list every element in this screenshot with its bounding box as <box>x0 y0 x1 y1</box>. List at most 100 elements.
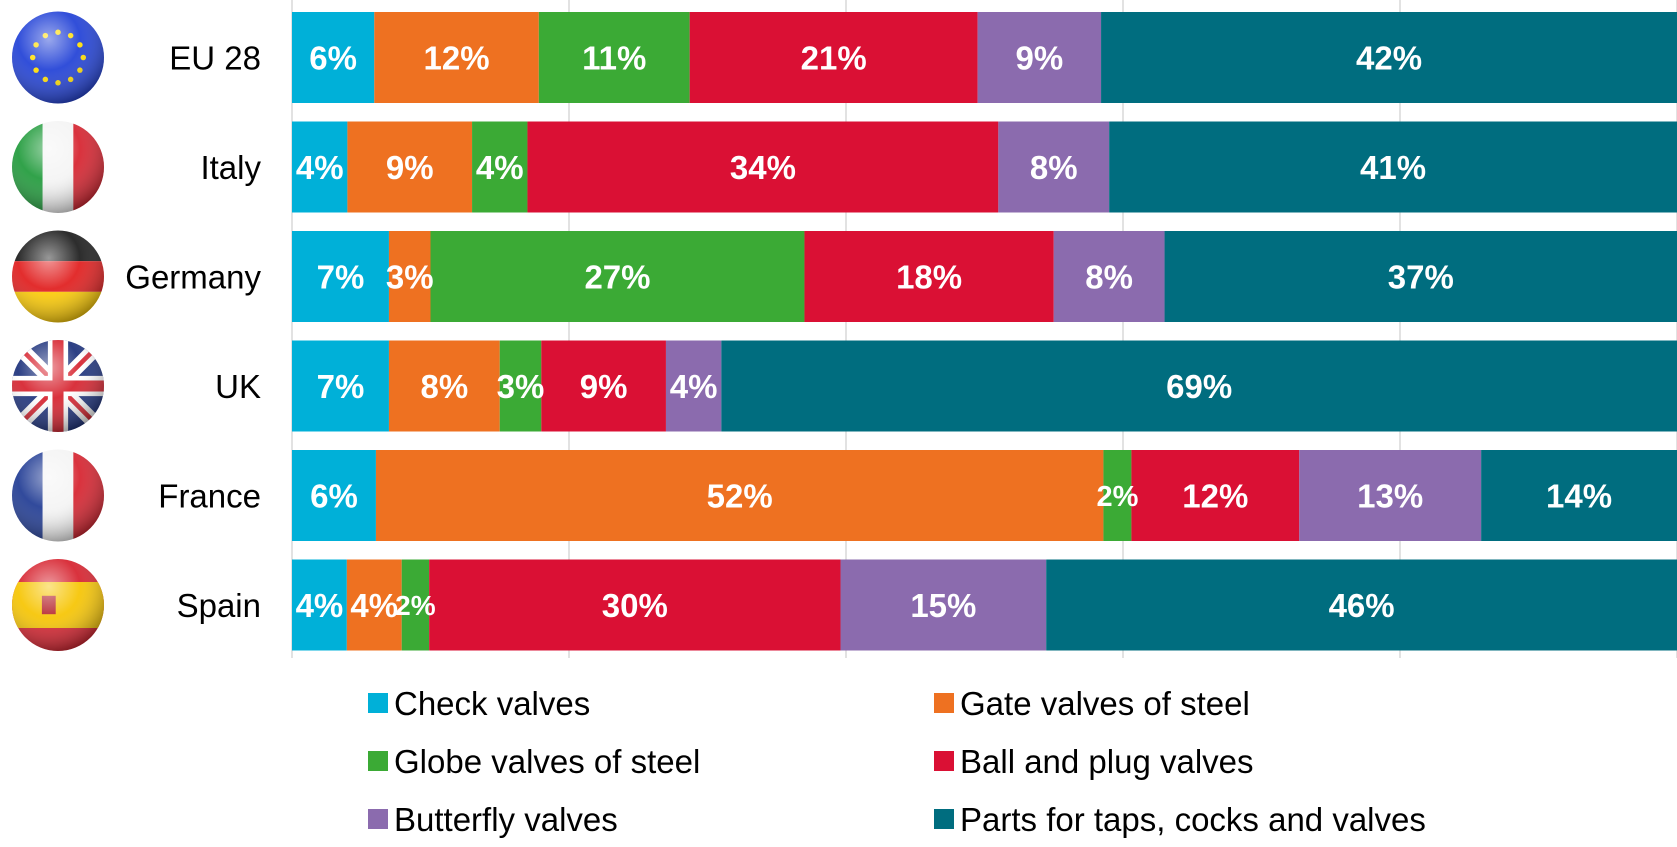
bar-segment <box>1164 231 1677 322</box>
data-label: 12% <box>1182 477 1248 514</box>
data-label: 18% <box>896 258 962 295</box>
bar-segment <box>538 12 690 103</box>
data-label: 4% <box>296 587 344 624</box>
bar-segment <box>429 559 841 651</box>
legend-item: Parts for taps, cocks and valves <box>934 801 1426 838</box>
bar-segment <box>840 559 1047 651</box>
bar-segment <box>998 121 1110 213</box>
data-label: 37% <box>1388 258 1454 295</box>
legend-item: Gate valves of steel <box>934 685 1250 722</box>
data-label: 42% <box>1356 39 1422 76</box>
france-flag-icon <box>12 449 104 542</box>
data-label: 52% <box>707 477 773 514</box>
bar-segment <box>1481 450 1677 541</box>
italy-flag-icon <box>12 121 104 213</box>
bar-segment <box>1101 12 1677 103</box>
data-label: 8% <box>1085 258 1133 295</box>
data-label: 4% <box>296 149 344 186</box>
legend-label: Butterfly valves <box>394 801 618 838</box>
legend-item: Check valves <box>368 685 590 722</box>
bar-segment <box>388 231 431 322</box>
legend-swatch <box>368 809 388 829</box>
data-label: 2% <box>395 590 436 621</box>
data-label: 2% <box>1096 481 1138 513</box>
legend-swatch <box>934 693 954 713</box>
segment-labels: 6% 12% 11% 21% 9% 42% 4% 9% 4% 34% 8% 41% 7% 3% 27% 18%… <box>296 39 1613 624</box>
bar-segment <box>292 559 347 651</box>
bar-segment <box>401 559 430 651</box>
data-label: 8% <box>420 368 468 405</box>
spain-flag-icon <box>12 559 104 651</box>
bar-segment <box>804 231 1054 322</box>
flag-icons <box>12 11 104 651</box>
bar-segment <box>292 450 376 541</box>
legend-swatch <box>934 809 954 829</box>
legend-item: Butterfly valves <box>368 801 618 838</box>
data-label: 6% <box>310 477 358 514</box>
data-label: 13% <box>1357 477 1423 514</box>
bar-segment <box>1109 121 1677 213</box>
legend-item: Ball and plug valves <box>934 743 1254 780</box>
bar-segment <box>541 340 666 432</box>
eu-flag-icon <box>12 11 104 104</box>
bar-segment <box>1299 450 1482 541</box>
uk-flag-icon <box>12 340 104 432</box>
bar-segment <box>472 121 528 213</box>
bars <box>292 12 1677 651</box>
data-label: 9% <box>1015 39 1063 76</box>
data-label: 7% <box>317 258 365 295</box>
data-label: 30% <box>602 587 668 624</box>
data-label: 21% <box>801 39 867 76</box>
bar-segment <box>375 450 1104 541</box>
bar-segment <box>1053 231 1165 322</box>
data-label: 3% <box>386 258 434 295</box>
data-label: 4% <box>670 368 718 405</box>
legend-swatch <box>934 751 954 771</box>
bar-segment <box>346 559 402 651</box>
bar-segment <box>292 231 389 322</box>
category-labels: EU 28 Italy Germany UK France Spain <box>125 40 261 625</box>
category-label: France <box>158 478 261 515</box>
grid-lines <box>291 0 1677 658</box>
legend-item: Globe valves of steel <box>368 743 700 780</box>
bar-segment <box>430 231 805 322</box>
bar-segment <box>292 121 348 213</box>
data-label: 15% <box>910 587 976 624</box>
data-label: 14% <box>1546 477 1612 514</box>
category-label: Germany <box>125 259 261 296</box>
data-label: 11% <box>582 39 646 76</box>
data-label: 8% <box>1030 149 1078 186</box>
legend-label: Ball and plug valves <box>960 743 1254 780</box>
bar-segment <box>721 340 1677 432</box>
category-label: EU 28 <box>169 40 261 77</box>
data-label: 9% <box>580 368 628 405</box>
bar-segment <box>1103 450 1132 541</box>
bar-segment <box>292 12 375 103</box>
data-label: 9% <box>386 149 434 186</box>
data-label: 4% <box>350 587 398 624</box>
bar-segment <box>665 340 722 432</box>
bar-segment <box>1131 450 1300 541</box>
legend: Check valves Gate valves of steel Globe va… <box>368 685 1426 838</box>
data-label: 69% <box>1166 368 1232 405</box>
bar-segment <box>388 340 500 432</box>
category-label: UK <box>215 368 261 405</box>
bar-segment <box>527 121 999 213</box>
category-label: Italy <box>200 149 261 186</box>
data-label: 3% <box>497 368 545 405</box>
data-label: 7% <box>317 368 365 405</box>
bar-segment <box>689 12 978 103</box>
bar-segment <box>977 12 1102 103</box>
legend-swatch <box>368 693 388 713</box>
data-label: 27% <box>584 258 650 295</box>
bar-segment <box>374 12 539 103</box>
legend-label: Gate valves of steel <box>960 685 1250 722</box>
data-label: 41% <box>1360 149 1426 186</box>
bar-segment <box>347 121 473 213</box>
data-label: 6% <box>309 39 357 76</box>
bar-segment <box>292 340 389 432</box>
bar-segment <box>1046 559 1677 651</box>
category-label: Spain <box>177 587 261 624</box>
data-label: 34% <box>730 149 796 186</box>
